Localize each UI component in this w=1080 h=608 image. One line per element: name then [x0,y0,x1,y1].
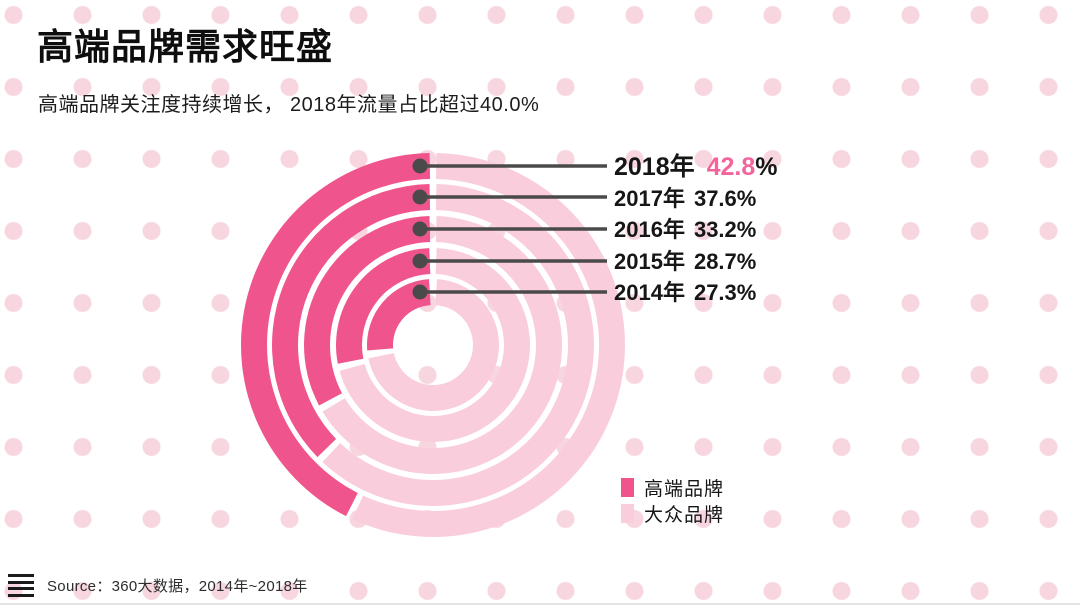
callout-value: 37.6 [693,186,737,211]
ring-2017-premium-arc [272,184,431,458]
ring-2015-premium-arc [336,248,431,364]
callout-dot-2014 [412,284,428,300]
callout-year: 2018年 [614,153,695,181]
callout-value: 28.7 [693,249,737,274]
callout-year: 2017年 [614,186,685,211]
callout-value: 33.2 [693,217,737,242]
chart-legend: 高端品牌 大众品牌 [621,477,724,529]
bottom-divider [0,603,1080,605]
callout-dot-2016 [412,221,428,237]
callout-percent-sign: % [736,217,757,242]
ring-2017-mass-arc [322,184,595,507]
callout-year: 2015年 [614,249,685,274]
legend-item-premium: 高端品牌 [621,477,724,500]
list-lines-icon [8,574,34,597]
page-subtitle: 高端品牌关注度持续增长， 2018年流量占比超过40.0% [38,94,540,116]
ring-2016-premium-arc [304,216,431,406]
ring-2014-mass-arc [368,279,499,411]
callout-dot-2018 [412,158,428,174]
callout-value: 42.8 [706,153,756,181]
callout-label-2015: 2015年 28.7% [614,247,756,277]
callout-year: 2014年 [614,280,685,305]
callout-percent-sign: % [755,153,778,181]
legend-label-premium: 高端品牌 [644,478,725,500]
source-bar: Source：360大数据，2014年~2018年 [8,574,308,597]
callout-percent-sign: % [736,249,757,274]
legend-label-mass: 大众品牌 [644,504,725,526]
legend-swatch-premium [621,477,634,497]
page-title: 高端品牌需求旺盛 [37,26,334,67]
callout-dot-2015 [412,253,428,269]
source-text: Source：360大数据，2014年~2018年 [47,578,308,595]
callout-value: 27.3 [693,280,737,305]
callout-dot-2017 [412,189,428,205]
callout-label-2018: 2018年 42.8% [614,152,778,182]
callout-label-2017: 2017年 37.6% [614,184,756,214]
callout-label-2014: 2014年 27.3% [614,278,756,308]
callout-year: 2016年 [614,217,685,242]
legend-item-mass: 大众品牌 [621,503,724,526]
callout-percent-sign: % [736,280,757,305]
legend-swatch-mass [621,503,634,523]
callout-percent-sign: % [736,186,757,211]
callout-label-2016: 2016年 33.2% [614,215,756,245]
ring-2018-premium-arc [240,153,431,517]
